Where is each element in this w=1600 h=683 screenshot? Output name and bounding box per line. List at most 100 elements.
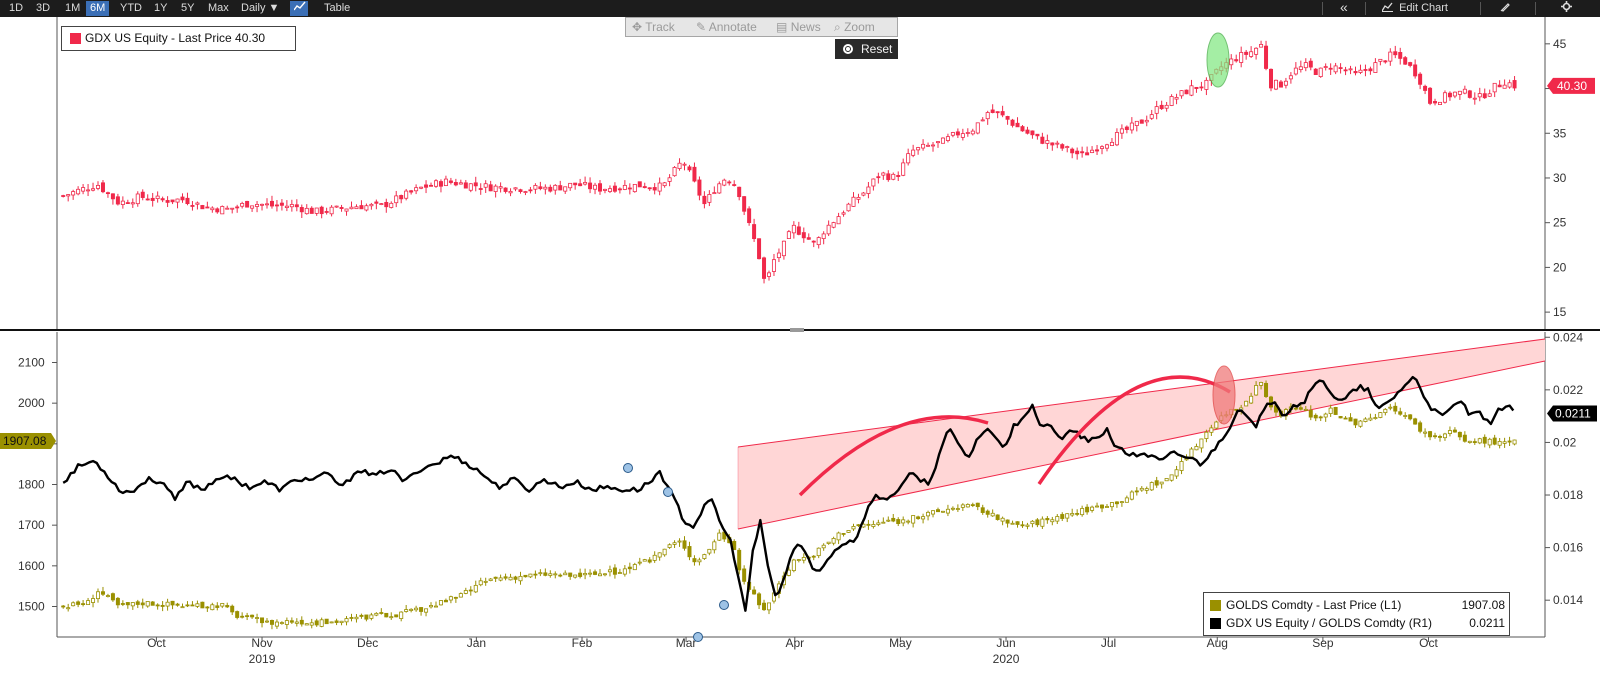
collapse-icon[interactable]: «: [1340, 0, 1348, 15]
gold-candle: [1109, 502, 1114, 508]
edit-pencil-icon[interactable]: [1500, 1, 1511, 16]
gold-candle: [185, 604, 190, 607]
range-5y-button[interactable]: 5Y: [181, 2, 195, 14]
gdx-candle: [1403, 57, 1408, 65]
gdx-candle: [781, 240, 786, 257]
gdx-candle: [1239, 52, 1244, 63]
gdx-candle: [563, 186, 568, 192]
gold-candle: [1244, 400, 1249, 407]
gdx-candle: [1269, 68, 1274, 89]
gold-candle: [881, 521, 886, 524]
range-ytd-button[interactable]: YTD: [120, 2, 142, 14]
gold-candle: [548, 573, 553, 576]
interval-dropdown[interactable]: Daily ▼: [241, 2, 280, 14]
gold-candle: [329, 621, 334, 624]
gold-candle: [1124, 497, 1129, 503]
gdx-candle: [1189, 85, 1194, 96]
gdx-candle: [1368, 68, 1373, 72]
gold-candle: [1428, 431, 1433, 438]
gold-candle: [533, 573, 538, 576]
gdx-candle: [1447, 92, 1452, 98]
gdx-candle: [593, 184, 598, 190]
gold-candle: [1050, 519, 1055, 523]
gdx-candle: [1358, 69, 1363, 73]
table-button[interactable]: Table: [324, 2, 351, 14]
gold-candle: [458, 593, 463, 598]
gold-candle: [205, 606, 210, 609]
gdx-candle: [1418, 73, 1423, 85]
reset-icon: [843, 44, 853, 54]
gold-candle: [438, 600, 443, 606]
track-tool-button[interactable]: ✥ Track: [632, 20, 675, 34]
gdx-candle: [110, 193, 115, 200]
gdx-candle: [950, 132, 955, 136]
gold-candle: [399, 611, 404, 619]
bottom-legend[interactable]: GOLDS Comdty - Last Price (L1) 1907.08 G…: [1203, 592, 1510, 636]
gdx-candle: [627, 187, 632, 190]
gold-candle: [697, 559, 702, 563]
range-1d-button[interactable]: 1D: [9, 2, 24, 14]
range-6m-button[interactable]: 6M: [86, 1, 110, 16]
gdx-candle: [1005, 116, 1010, 120]
gdx-candle: [1497, 84, 1502, 88]
news-tool-button[interactable]: ▤ News: [776, 20, 821, 34]
gold-candle: [105, 595, 110, 597]
gold-candle: [1095, 505, 1100, 508]
settings-gear-icon[interactable]: [1561, 1, 1572, 16]
gdx-candle: [1383, 60, 1388, 63]
gold-candle: [1388, 406, 1393, 409]
gdx-candle: [1288, 75, 1293, 80]
gold-candle: [1149, 482, 1154, 491]
gold-candle: [1085, 506, 1090, 513]
gold-candle: [901, 519, 906, 524]
gdx-candle: [637, 181, 642, 188]
gold-candle: [1174, 469, 1179, 477]
annotation-marker: [663, 487, 673, 497]
gold-candle: [1045, 518, 1050, 521]
gdx-legend[interactable]: GDX US Equity - Last Price 40.30: [61, 26, 296, 51]
x-tick-label: Feb: [572, 636, 593, 650]
gdx-candle: [722, 179, 727, 186]
edit-chart-button[interactable]: Edit Chart: [1381, 1, 1448, 16]
gdx-candle: [682, 163, 687, 166]
gdx-candle: [1015, 122, 1020, 128]
gdx-candle: [821, 233, 826, 240]
gold-candle: [970, 504, 975, 507]
range-3d-button[interactable]: 3D: [36, 2, 51, 14]
range-max-button[interactable]: Max: [208, 2, 229, 14]
range-1y-button[interactable]: 1Y: [154, 2, 168, 14]
gdx-candle: [1070, 148, 1075, 154]
gold-candle: [1492, 437, 1497, 445]
annotate-tool-button[interactable]: ✎ Annotate: [696, 20, 757, 34]
chart-canvas[interactable]: 15202530354045 1500160017001800190020002…: [0, 17, 1600, 683]
range-1m-button[interactable]: 1M: [65, 2, 81, 14]
gold-candle: [906, 520, 911, 523]
gdx-candle: [1457, 90, 1462, 95]
gold-candle: [921, 516, 926, 520]
chart-type-icon[interactable]: [290, 1, 308, 16]
gdx-candle: [1452, 91, 1457, 97]
y-tick-label: 30: [1553, 171, 1567, 185]
gold-candle: [513, 576, 518, 580]
gdx-candle: [1413, 64, 1418, 77]
gold-candle: [284, 620, 289, 625]
gold-candle: [269, 620, 274, 625]
gdx-candle: [354, 206, 359, 210]
zoom-tool-button[interactable]: ⌕ Zoom: [834, 20, 875, 34]
gold-candle: [255, 617, 260, 619]
chart-toolbar: 1D 3D 1M 6M YTD 1Y 5Y Max Daily ▼ Table …: [0, 0, 1600, 17]
gold-candle: [1333, 407, 1338, 415]
gdx-candle: [980, 119, 985, 122]
gold-candle: [757, 593, 762, 606]
reset-button[interactable]: Reset: [835, 39, 898, 59]
gold-candle: [821, 544, 826, 549]
news-icon: ▤: [776, 20, 788, 34]
gold-candle: [240, 615, 245, 618]
gold-candle: [96, 591, 101, 600]
gdx-candle: [1154, 106, 1159, 114]
gdx-candle: [607, 188, 612, 192]
gold-candle: [180, 606, 185, 609]
gold-candle: [742, 568, 747, 582]
annotation-red-ellipse: [1212, 365, 1236, 425]
pane-resize-handle[interactable]: [790, 328, 804, 332]
